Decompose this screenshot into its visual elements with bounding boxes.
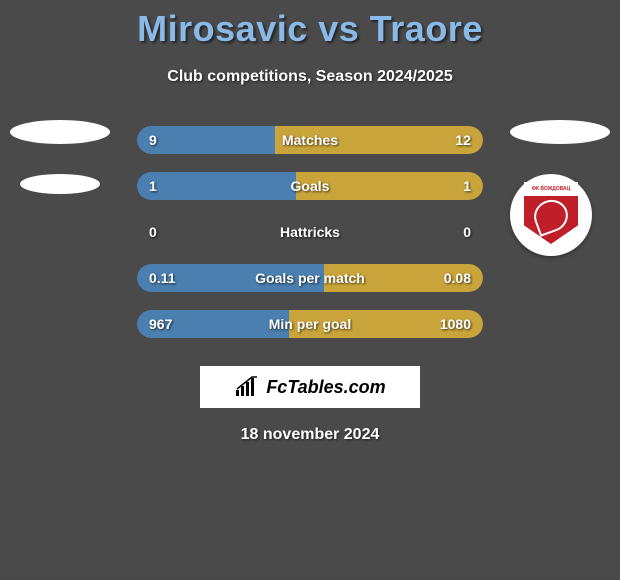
stats-area: ФК ВОЖДОВАЦ Matches 9 12 Goals 1 1 Hattricks 0 0… bbox=[0, 126, 620, 356]
ellipse-icon bbox=[20, 174, 100, 194]
stat-value-right: 1080 bbox=[440, 310, 471, 338]
chart-icon bbox=[234, 376, 260, 398]
stat-label: Matches bbox=[282, 126, 338, 154]
stat-bars: Matches 9 12 Goals 1 1 Hattricks 0 0 Goals per ma… bbox=[137, 126, 483, 338]
date-label: 18 november 2024 bbox=[0, 426, 620, 444]
subtitle: Club competitions, Season 2024/2025 bbox=[0, 68, 620, 86]
stat-bar-row: Min per goal 967 1080 bbox=[137, 310, 483, 338]
left-player-graphic bbox=[10, 120, 110, 224]
stat-value-left: 967 bbox=[149, 310, 172, 338]
ellipse-icon bbox=[510, 120, 610, 144]
ellipse-icon bbox=[10, 120, 110, 144]
stat-bar-row: Hattricks 0 0 bbox=[137, 218, 483, 246]
stat-label: Goals per match bbox=[255, 264, 365, 292]
stat-value-right: 0 bbox=[463, 218, 471, 246]
watermark-text: FcTables.com bbox=[266, 377, 385, 398]
club-badge: ФК ВОЖДОВАЦ bbox=[510, 174, 592, 256]
stat-value-right: 0.08 bbox=[444, 264, 471, 292]
bar-fill-left bbox=[137, 126, 275, 154]
badge-banner: ФК ВОЖДОВАЦ bbox=[524, 182, 578, 196]
stat-value-left: 0 bbox=[149, 218, 157, 246]
stat-value-right: 12 bbox=[455, 126, 471, 154]
stat-label: Min per goal bbox=[269, 310, 351, 338]
right-player-graphic: ФК ВОЖДОВАЦ bbox=[510, 120, 610, 256]
stat-label: Hattricks bbox=[280, 218, 340, 246]
stat-value-left: 9 bbox=[149, 126, 157, 154]
stat-label: Goals bbox=[291, 172, 330, 200]
watermark: FcTables.com bbox=[200, 366, 420, 408]
page-title: Mirosavic vs Traore bbox=[0, 0, 620, 50]
stat-bar-row: Goals 1 1 bbox=[137, 172, 483, 200]
stat-value-left: 0.11 bbox=[149, 264, 175, 292]
stat-bar-row: Goals per match 0.11 0.08 bbox=[137, 264, 483, 292]
bar-fill-left bbox=[137, 172, 296, 200]
stat-value-right: 1 bbox=[463, 172, 471, 200]
stat-value-left: 1 bbox=[149, 172, 157, 200]
stat-bar-row: Matches 9 12 bbox=[137, 126, 483, 154]
